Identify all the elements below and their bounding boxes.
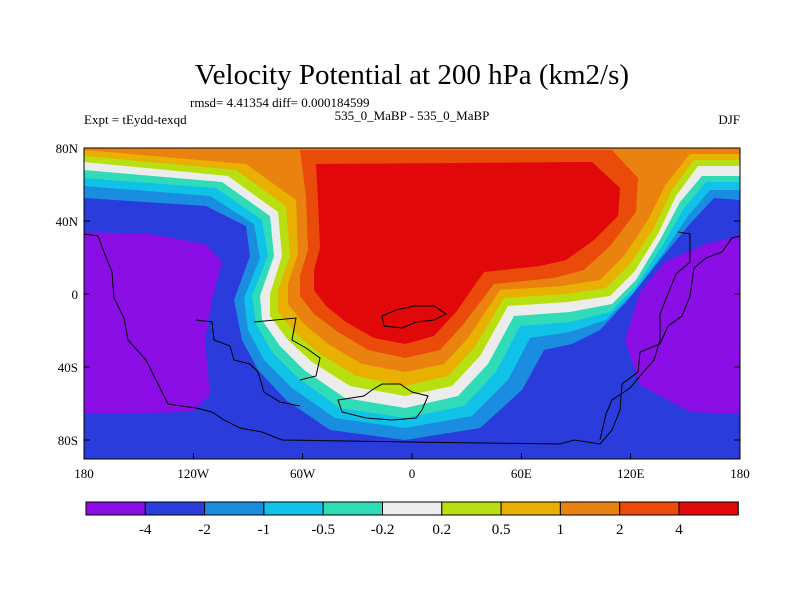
ytick-label: 80N: [56, 141, 79, 156]
coastline-west: [84, 233, 740, 445]
colorbar: -4 -2 -1 -0.5 -0.2 0.2 0.5 1 2 4: [85, 501, 739, 538]
colorbar-label: 1: [557, 522, 565, 538]
colorbar-label: 0.5: [492, 522, 511, 538]
ytick-label: 40S: [58, 360, 78, 375]
colorbar-label: -1: [258, 522, 271, 538]
experiment-label: Expt = tEydd-texqd: [84, 112, 187, 127]
colorbar-box: [559, 501, 621, 516]
colorbar-labels: -4 -2 -1 -0.5 -0.2 0.2 0.5 1 2 4: [139, 522, 683, 538]
y-axis-labels: 80N 40N 0 40S 80S: [56, 141, 79, 448]
ytick-label: 0: [72, 287, 79, 302]
xtick-label: 0: [409, 466, 416, 481]
colorbar-label: -4: [139, 522, 152, 538]
ytick-label: 80S: [58, 433, 78, 448]
level-neg4-east: [625, 236, 740, 414]
colorbar-box: [322, 501, 384, 516]
stats-label: rmsd= 4.41354 diff= 0.000184599: [190, 95, 369, 110]
colorbar-box: [500, 501, 561, 516]
chart-title: Velocity Potential at 200 hPa (km2/s): [195, 59, 629, 91]
colorbar-box: [382, 501, 443, 516]
colorbar-label: -2: [198, 522, 211, 538]
xtick-label: 60E: [511, 466, 532, 481]
level-max: [314, 162, 620, 344]
colorbar-box: [678, 501, 739, 516]
colorbar-label: -0.2: [371, 522, 395, 538]
colorbar-label: 0.2: [432, 522, 451, 538]
coastline-southwest: [195, 319, 301, 407]
xtick-label: 120E: [617, 466, 645, 481]
xtick-label: 60W: [290, 466, 316, 481]
level-neg4-west: [84, 232, 222, 414]
season-label: DJF: [718, 112, 740, 127]
colorbar-box: [619, 501, 680, 516]
coastline-central: [253, 317, 321, 381]
coastline-antarctic: [337, 383, 429, 421]
colorbar-label: 2: [616, 522, 624, 538]
colorbar-box: [85, 501, 146, 516]
colorbar-boxes: [85, 501, 739, 516]
colorbar-box: [204, 501, 265, 516]
colorbar-label: -0.5: [311, 522, 335, 538]
axis-tick-marks: [83, 147, 741, 459]
coastline-east: [599, 231, 691, 441]
xtick-label: 180: [74, 466, 94, 481]
colorbar-box: [144, 501, 206, 516]
case-label: 535_0_MaBP - 535_0_MaBP: [335, 108, 490, 123]
colorbar-label: 4: [675, 522, 683, 538]
x-axis-labels: 180 120W 60W 0 60E 120E 180: [74, 466, 750, 481]
colorbar-box: [441, 501, 502, 516]
coastlines: [84, 231, 740, 445]
xtick-label: 180: [730, 466, 750, 481]
xtick-label: 120W: [177, 466, 210, 481]
ytick-label: 40N: [56, 214, 79, 229]
contour-field: [84, 148, 740, 459]
colorbar-box: [263, 501, 324, 516]
coastline-africa: [381, 305, 447, 329]
